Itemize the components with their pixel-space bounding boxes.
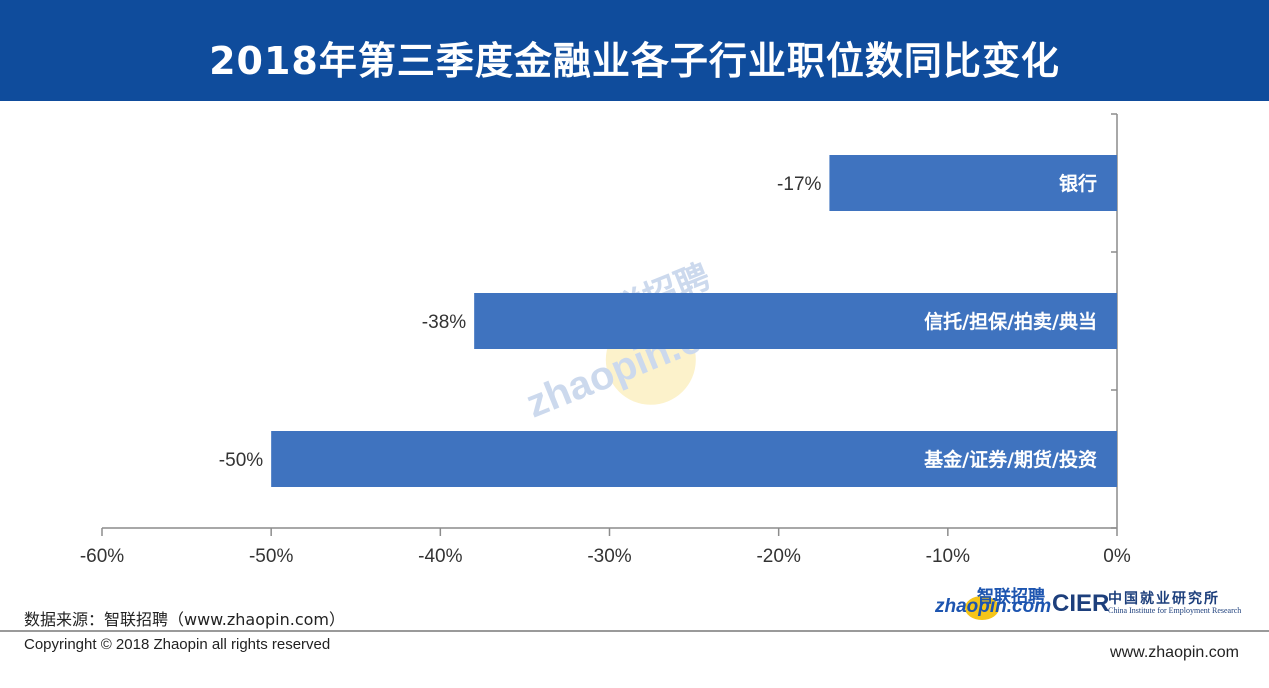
site-url: www.zhaopin.com <box>1110 644 1239 661</box>
bar <box>829 155 1117 211</box>
bar <box>271 431 1118 487</box>
source-note: 数据来源：智联招聘（www.zhaopin.com） <box>24 610 346 629</box>
category-label: 信托/担保/拍卖/典当 <box>924 310 1097 333</box>
x-tick-label: -10% <box>926 546 970 567</box>
title-banner: 2018年第三季度金融业各子行业职位数同比变化 <box>0 0 1269 101</box>
data-label: -17% <box>777 174 821 195</box>
x-tick-label: -40% <box>418 546 462 567</box>
bar-chart: -60% -50% -40% -30% -20% -10% 0% -17% 银行 -38% 信托/担… <box>80 113 1131 567</box>
logo-text-en: zhaopin.com <box>935 596 1052 617</box>
cier-mark: CIER <box>1052 590 1110 617</box>
x-tick-label: 0% <box>1103 546 1131 567</box>
x-tick-label: -60% <box>80 546 124 567</box>
data-label: -50% <box>219 450 263 471</box>
category-label: 银行 <box>1059 172 1097 195</box>
zhaopin-logo: 智联招聘 zhaopin.com <box>935 582 1051 622</box>
cier-name-cn: 中国就业研究所 <box>1108 591 1220 607</box>
category-label: 基金/证券/期货/投资 <box>923 448 1097 471</box>
x-tick-label: -20% <box>756 546 800 567</box>
data-label: -38% <box>422 312 466 333</box>
cier-logo: CIER 中国就业研究所 China Institute for Employm… <box>1052 588 1247 622</box>
x-tick-label: -50% <box>249 546 293 567</box>
copyright-text: Copyringht © 2018 Zhaopin all rights res… <box>24 636 331 653</box>
x-tick-label: -30% <box>587 546 631 567</box>
cier-name-en: China Institute for Employment Research <box>1108 606 1242 615</box>
page-title: 2018年第三季度金融业各子行业职位数同比变化 <box>209 39 1060 83</box>
logo-text-cn: 智联招聘 <box>977 587 1045 607</box>
bar <box>474 293 1118 349</box>
footer-divider <box>0 630 1269 632</box>
